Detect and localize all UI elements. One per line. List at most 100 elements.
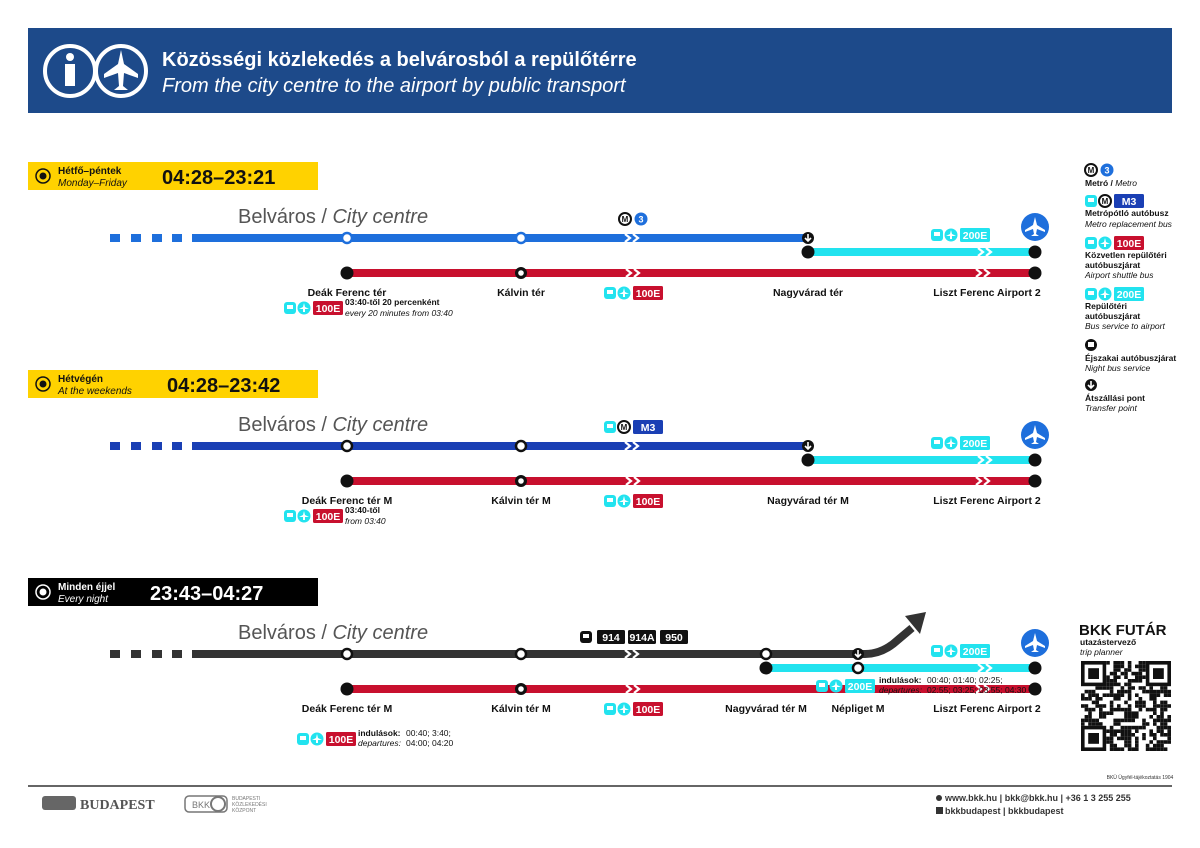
day-label-en: Monday–Friday — [58, 178, 128, 189]
m3-replacement-badge[interactable]: M3 — [633, 420, 663, 434]
metro-line-3-badge — [634, 212, 648, 226]
bkk-logo-text: BKK — [192, 800, 210, 810]
departures-label-hu: indulások: — [358, 728, 401, 738]
svg-text:950: 950 — [665, 632, 683, 644]
city-centre-label: Belváros / City centre — [238, 206, 428, 228]
bus-200e-badge[interactable]: 200E — [960, 436, 990, 450]
shuttle-departures: 00:40; 3:40; — [406, 728, 451, 738]
airplane-icon — [310, 732, 324, 746]
facebook-icon — [936, 807, 943, 814]
dashed-line-segment — [110, 442, 120, 450]
service-hours: 04:28–23:42 — [167, 375, 280, 397]
airplane-icon — [297, 301, 311, 315]
service-hours: 23:43–04:27 — [150, 583, 263, 605]
legend-label: Airport shuttle bus — [1084, 270, 1154, 280]
shuttle-100e-badge[interactable]: 100E — [633, 494, 663, 508]
bkk-logo-line: BUDAPESTI — [232, 796, 260, 802]
schedule-label — [28, 162, 318, 190]
frequency-note-hu: 03:40-től 20 percenként — [345, 297, 440, 307]
night-bus-badge[interactable]: 914 — [597, 630, 625, 644]
legend-label: Bus service to airport — [1085, 321, 1165, 331]
direction-chevron — [975, 684, 991, 694]
airplane-icon — [944, 228, 958, 242]
station-label: Kálvin tér M — [491, 703, 551, 715]
shuttle-100e-badge[interactable]: 100E — [326, 732, 356, 746]
frequency-note-hu: 03:40-től — [345, 505, 380, 515]
legend-100e-badge[interactable]: 100E — [1114, 236, 1144, 250]
shuttle-100e-badge[interactable]: 100E — [313, 301, 343, 315]
terminus-dot — [1028, 266, 1042, 280]
night-icon — [35, 584, 51, 600]
station-label: Deák Ferenc tér — [308, 287, 387, 299]
station-node — [759, 647, 773, 661]
metro-line — [192, 442, 806, 450]
shuttle-100e-line — [347, 685, 1035, 693]
svg-text:M: M — [621, 423, 628, 432]
dashed-line-segment — [172, 442, 182, 450]
shuttle-100e-line — [347, 269, 1035, 277]
departures-label-en: departures: — [879, 685, 923, 695]
airplane-icon — [617, 286, 631, 300]
station-node — [851, 661, 865, 675]
departures-label-en: departures: — [358, 738, 402, 748]
svg-text:100E: 100E — [1117, 238, 1142, 250]
header-title-en: From the city centre to the airport by p… — [162, 75, 627, 97]
direction-chevron — [625, 684, 641, 694]
svg-text:200E: 200E — [1117, 289, 1142, 301]
shuttle-100e-badge[interactable]: 100E — [313, 509, 343, 523]
svg-text:M: M — [622, 215, 629, 224]
bus-200e-badge[interactable]: 200E — [845, 679, 875, 693]
legend-label: Metro replacement bus — [1085, 219, 1173, 229]
dashed-line-segment — [152, 442, 162, 450]
legend-label: Repülőtéri — [1085, 301, 1127, 311]
bus-departures: 02:55; 03:25; 03:55; 04:30 — [927, 685, 1027, 695]
shuttle-100e-badge[interactable]: 100E — [633, 702, 663, 716]
header-title-hu: Közösségi közlekedés a belvárosból a rep… — [162, 49, 637, 71]
svg-text:M: M — [1102, 197, 1109, 206]
header-banner: Közösségi közlekedés a belvárosból a rep… — [28, 28, 1172, 113]
city-centre-label: Belváros / City centre — [238, 622, 428, 644]
city-centre-label: Belváros / City centre — [238, 414, 428, 436]
legend-label: Night bus service — [1085, 363, 1150, 373]
footer: BKÜ Ügyfél-tájékoztatás 1904 BUDAPEST BK… — [28, 774, 1174, 816]
station-node — [514, 231, 528, 245]
station-label: Liszt Ferenc Airport 2 — [933, 287, 1041, 299]
social-info[interactable]: bkkbudapest | bkkbudapest — [945, 806, 1064, 816]
night-bus-badge[interactable]: 950 — [660, 630, 688, 644]
transfer-point-icon — [802, 232, 814, 244]
metro-icon: M — [1098, 194, 1112, 208]
shuttle-departures: 04:00; 04:20 — [406, 738, 454, 748]
qr-code[interactable] — [1081, 660, 1171, 751]
bus-200e-badge[interactable]: 200E — [960, 228, 990, 242]
svg-text:914: 914 — [602, 632, 620, 644]
svg-text:200E: 200E — [963, 438, 988, 450]
station-label: Népliget M — [831, 703, 884, 715]
airplane-icon — [617, 702, 631, 716]
legend-m3-badge[interactable]: M3 — [1114, 194, 1144, 208]
terminus-dot — [759, 661, 773, 675]
bus-200e-line — [808, 248, 1035, 256]
bkk-logo-line: KÖZPONT — [232, 807, 256, 814]
bus-200e-badge[interactable]: 200E — [960, 644, 990, 658]
budapest-crest-icon — [42, 796, 76, 810]
dashed-line-segment — [131, 650, 141, 658]
metro-line — [192, 234, 806, 242]
airport-icon — [1021, 213, 1049, 241]
svg-text:100E: 100E — [316, 511, 341, 523]
contact-info[interactable]: www.bkk.hu | bkk@bkk.hu | +36 1 3 255 25… — [944, 793, 1131, 803]
terminus-dot — [1028, 245, 1042, 259]
svg-text:M3: M3 — [1122, 196, 1137, 208]
airplane-icon — [944, 436, 958, 450]
shuttle-100e-badge[interactable]: 100E — [633, 286, 663, 300]
legend-200e-badge[interactable]: 200E — [1114, 287, 1144, 301]
day-label-en: At the weekends — [57, 386, 132, 397]
metro-icon: M — [618, 212, 632, 226]
direction-chevron — [625, 476, 641, 486]
night-bus-badge[interactable]: 914A — [628, 630, 656, 644]
svg-text:100E: 100E — [316, 303, 341, 315]
day-label-hu: Hétfő–péntek — [58, 166, 122, 177]
terminus-dot — [1028, 661, 1042, 675]
